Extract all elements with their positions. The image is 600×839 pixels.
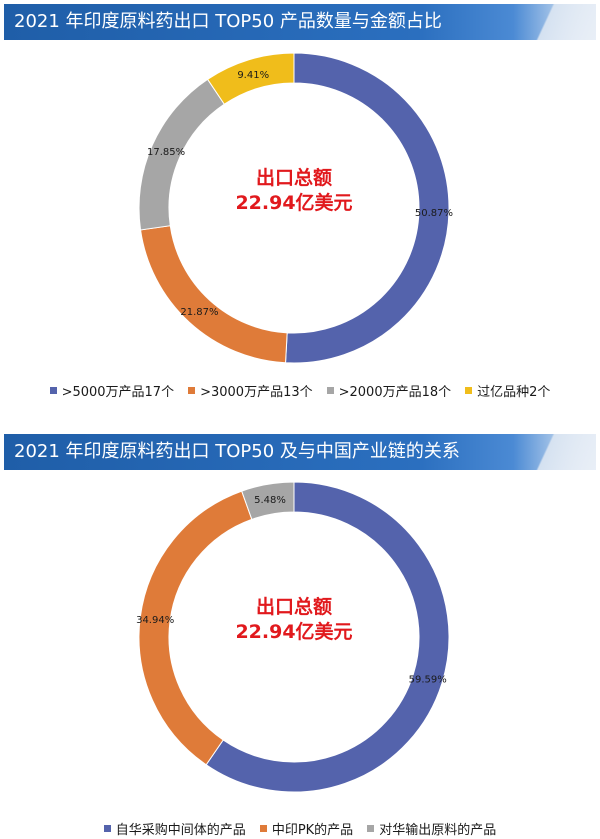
center-label-line2: 22.94亿美元 (235, 192, 353, 214)
chart-title: 2021 年印度原料药出口 TOP50 及与中国产业链的关系 (14, 441, 460, 462)
legend-label: 过亿品种2个 (477, 384, 551, 400)
center-total-label: 出口总额 22.94亿美元 (194, 166, 394, 216)
legend-swatch (49, 386, 57, 394)
legend-swatch (326, 386, 334, 394)
legend-swatch (367, 824, 375, 832)
legend-label: 对华输出原料的产品 (379, 822, 497, 838)
slice-percent-label: 50.87% (415, 208, 453, 219)
slice-percent-label: 5.48% (254, 495, 286, 506)
donut-chart: 59.59% 34.94% 5.48% (136, 481, 450, 793)
legend-label: >2000万产品18个 (338, 384, 452, 400)
slice-percent-label: 17.85% (147, 147, 185, 158)
chart-legend: 自华采购中间体的产品 中印PK的产品 对华输出原料的产品 (0, 818, 600, 838)
legend-swatch (188, 386, 196, 394)
legend-item: >2000万产品18个 (326, 381, 452, 400)
donut-slice (205, 481, 450, 793)
center-label-line1: 出口总额 (255, 596, 332, 618)
legend-item: >3000万产品13个 (188, 381, 313, 400)
center-label-line1: 出口总额 (255, 167, 332, 189)
chart-header-bar: 2021 年印度原料药出口 TOP50 产品数量与金额占比 (4, 4, 596, 40)
donut-slice (241, 481, 295, 520)
slice-percent-label: 59.59% (409, 675, 447, 686)
legend-item: 过亿品种2个 (465, 381, 550, 400)
chart-header-bar: 2021 年印度原料药出口 TOP50 及与中国产业链的关系 (4, 434, 596, 470)
donut-slice (206, 52, 295, 105)
legend-swatch (465, 386, 473, 394)
legend-item: 自华采购中间体的产品 (103, 819, 246, 838)
legend-item: 中印PK的产品 (259, 819, 354, 838)
legend-swatch (259, 824, 267, 832)
legend-item: 对华输出原料的产品 (367, 819, 496, 838)
legend-label: 自华采购中间体的产品 (115, 822, 246, 838)
center-total-label: 出口总额 22.94亿美元 (194, 595, 394, 645)
center-label-line2: 22.94亿美元 (235, 621, 353, 643)
legend-item: >5000万产品17个 (49, 381, 175, 400)
chart-title: 2021 年印度原料药出口 TOP50 产品数量与金额占比 (14, 11, 442, 32)
donut-chart: 50.87% 21.87% 17.85% 9.41% (138, 52, 453, 364)
donut-slice (139, 225, 288, 364)
chart-legend: >5000万产品17个 >3000万产品13个 >2000万产品18个 过亿品种2个 (0, 380, 600, 400)
slice-percent-label: 21.87% (180, 307, 218, 318)
slice-percent-label: 34.94% (136, 615, 174, 626)
chart-panel-2: 2021 年印度原料药出口 TOP50 及与中国产业链的关系 59.59% 34.… (0, 430, 600, 839)
legend-swatch (103, 824, 111, 832)
legend-label: 中印PK的产品 (271, 822, 354, 838)
donut-slice (285, 52, 450, 364)
legend-label: >3000万产品13个 (200, 384, 313, 400)
legend-label: >5000万产品17个 (61, 384, 175, 400)
chart-panel-1: 2021 年印度原料药出口 TOP50 产品数量与金额占比 50.87% 21.8… (0, 0, 600, 415)
slice-percent-label: 9.41% (237, 70, 269, 81)
